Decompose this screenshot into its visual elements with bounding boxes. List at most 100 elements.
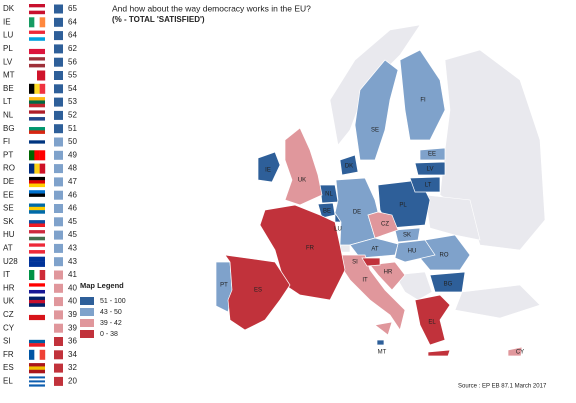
value-label: 52 [68,111,77,120]
flag [29,336,45,341]
value-swatch [54,164,63,174]
value-label: 54 [68,84,77,93]
flag [29,113,45,118]
chart-title: And how about the way democracy works in… [112,3,311,13]
value-label: 32 [68,363,77,372]
flag [39,163,46,174]
value-swatch [54,31,63,41]
country-code: PT [3,150,13,159]
flag [39,150,46,161]
flag [29,289,45,294]
value-swatch [54,283,63,293]
flag [29,384,45,387]
flag [29,328,45,334]
country-code: DK [3,4,15,13]
legend-swatch [80,297,94,305]
value-label: 46 [68,204,77,213]
map-label: PL [399,203,407,209]
country-code: HU [3,230,15,239]
flag [37,70,46,81]
country-shape [259,204,346,301]
value-label: 64 [68,17,77,26]
map-label: LT [425,183,432,189]
flag [29,223,45,227]
value-swatch [54,4,63,14]
country-code: LV [3,57,13,66]
country-shape [414,161,446,176]
flag [39,83,46,94]
country-code: PL [3,44,13,53]
flag [29,60,45,65]
map-label: BG [444,282,453,288]
flag [29,369,45,374]
country-code: EL [3,377,13,386]
value-label: 46 [68,190,77,199]
flag [29,296,45,301]
flag [29,4,45,8]
value-label: 64 [68,31,77,40]
flag [29,43,45,50]
map-label: CZ [381,222,389,228]
flag [39,17,46,28]
map-label: IE [265,168,271,174]
value-swatch [54,350,63,360]
flag [29,180,45,184]
value-swatch [54,71,63,80]
value-label: 48 [68,164,77,173]
flag [29,349,35,360]
flag [29,246,45,251]
country-code: MT [3,71,15,80]
flag [29,243,45,247]
country-code: BE [3,84,14,93]
flag [29,100,45,104]
flag [29,220,45,224]
value-label: 39 [68,310,77,319]
flag [29,366,45,370]
value-swatch [54,17,63,27]
legend-label: 0 - 38 [100,331,118,338]
chart-subtitle: (% - TOTAL 'SATISFIED') [112,15,205,24]
flag [34,83,40,94]
value-swatch [54,190,63,200]
value-label: 41 [68,270,77,279]
value-swatch [54,323,63,333]
value-label: 49 [68,150,77,159]
map-label: FR [306,246,315,252]
map-label: UK [298,178,306,184]
value-label: 43 [68,244,77,253]
country-code: U28 [3,257,18,266]
country-shape [361,257,381,267]
legend-swatch [80,308,94,316]
flag [29,230,45,234]
country-shape [367,211,399,239]
value-label: 47 [68,177,77,186]
country-code: IE [3,17,11,26]
flag [29,123,45,128]
value-label: 34 [68,350,77,359]
flag [34,270,40,280]
map-label: PT [220,283,228,289]
map-label: DK [345,164,353,170]
country-code: BG [3,124,15,133]
country-shape [284,127,323,206]
value-label: 36 [68,337,77,346]
flag [29,314,45,321]
value-label: 20 [68,377,77,386]
flag [29,216,45,221]
value-label: 45 [68,230,77,239]
flag [29,378,45,381]
flag [29,7,45,11]
map-label: HR [384,270,393,276]
country-shape [419,147,446,161]
country-shape [507,346,523,357]
country-shape [376,339,385,346]
country-shape [429,271,466,293]
value-label: 53 [68,97,77,106]
flag [29,110,45,114]
flag [29,363,45,367]
flag [29,17,35,28]
map-label: EL [428,320,436,326]
legend-label: 43 - 50 [100,309,122,316]
flag [39,270,46,280]
flag [29,37,45,41]
